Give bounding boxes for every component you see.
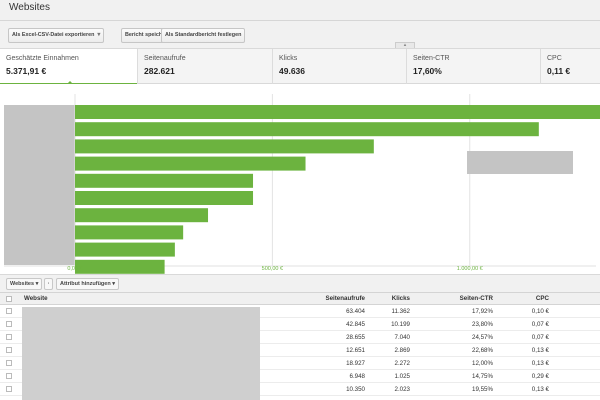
x-tick-label: 0,00 € xyxy=(67,266,82,272)
bar xyxy=(75,173,254,188)
metric-page-ctr[interactable]: Seiten-CTR 17,60% xyxy=(407,49,541,84)
cell-pageviews: 42.845 xyxy=(346,321,365,328)
bar xyxy=(75,225,184,240)
chevron-down-icon: ▾ xyxy=(97,32,101,38)
add-attribute-label: Attribut hinzufügen xyxy=(60,281,111,287)
export-csv-label: Als Excel-CSV-Datei exportieren xyxy=(12,32,95,38)
dot-icon: · xyxy=(47,281,50,287)
metric-clicks[interactable]: Klicks 49.636 xyxy=(273,49,407,84)
active-metric-caret xyxy=(66,81,74,85)
bar xyxy=(75,191,254,205)
dimension-select[interactable]: Websites ▾ xyxy=(6,278,43,290)
cell-pageviews: 6.948 xyxy=(349,373,365,380)
metric-cpc[interactable]: CPC 0,11 € xyxy=(541,49,600,84)
column-header-website[interactable]: Website xyxy=(24,295,48,302)
column-header-clicks[interactable]: Klicks xyxy=(391,295,410,302)
chevron-down-icon: ▾ xyxy=(112,281,116,287)
metric-label: Seiten-CTR xyxy=(413,55,450,62)
column-header-cpc[interactable]: CPC xyxy=(535,295,549,302)
bar xyxy=(75,139,374,154)
chevron-up-icon: ▴ xyxy=(403,42,407,48)
metric-value: 49.636 xyxy=(279,66,305,76)
collapse-toggle[interactable]: ▴ xyxy=(395,42,415,48)
row-checkbox[interactable] xyxy=(6,334,12,340)
add-attribute-button[interactable]: Attribut hinzufügen ▾ xyxy=(56,278,120,290)
set-default-report-button[interactable]: Als Standardbericht festlegen xyxy=(161,28,246,43)
toolbar: Als Excel-CSV-Datei exportieren ▾ Bericht… xyxy=(0,21,600,48)
metric-value: 0,11 € xyxy=(547,66,571,76)
metric-label: CPC xyxy=(547,55,562,62)
bar xyxy=(75,208,209,223)
metric-label: Geschätzte Einnahmen xyxy=(6,55,79,62)
set-default-label: Als Standardbericht festlegen xyxy=(165,32,242,38)
metric-label: Seitenaufrufe xyxy=(144,55,186,62)
row-checkbox[interactable] xyxy=(6,321,12,327)
cell-page-ctr: 23,80% xyxy=(472,321,493,328)
page-title: Websites xyxy=(9,2,50,13)
redacted-category-labels xyxy=(4,105,75,265)
dimension-menu-button[interactable]: · xyxy=(44,278,53,290)
metrics-strip: Geschätzte Einnahmen 5.371,91 € Seitenau… xyxy=(0,48,600,85)
redacted-tooltip xyxy=(467,151,573,174)
filter-bar: Websites ▾ · Attribut hinzufügen ▾ xyxy=(0,274,600,292)
bar xyxy=(75,105,600,119)
cell-cpc: 0,29 € xyxy=(531,373,549,380)
x-tick-label: 1.000,00 € xyxy=(457,266,483,272)
x-tick-label: 500,00 € xyxy=(262,266,283,272)
cell-cpc: 0,13 € xyxy=(531,386,549,393)
select-all-checkbox[interactable] xyxy=(6,296,12,302)
cell-cpc: 0,13 € xyxy=(531,360,549,367)
cell-pageviews: 28.655 xyxy=(346,334,365,341)
save-report-label: Bericht speichern xyxy=(125,32,171,38)
row-checkbox[interactable] xyxy=(6,347,12,353)
cell-page-ctr: 22,68% xyxy=(472,347,493,354)
cell-page-ctr: 12,00% xyxy=(472,360,493,367)
cell-clicks: 2.869 xyxy=(394,347,410,354)
column-header-pageviews[interactable]: Seitenaufrufe xyxy=(325,295,365,302)
bar xyxy=(75,242,175,257)
column-header-page-ctr[interactable]: Seiten-CTR xyxy=(459,295,493,302)
export-csv-button[interactable]: Als Excel-CSV-Datei exportieren ▾ xyxy=(8,28,105,43)
row-checkbox[interactable] xyxy=(6,373,12,379)
cell-cpc: 0,10 € xyxy=(531,308,549,315)
chevron-down-icon: ▾ xyxy=(35,281,39,287)
metric-pageviews[interactable]: Seitenaufrufe 282.621 xyxy=(138,49,273,84)
bar xyxy=(75,122,539,137)
cell-clicks: 11.362 xyxy=(391,308,410,315)
metric-estimated-earnings[interactable]: Geschätzte Einnahmen 5.371,91 € xyxy=(0,49,138,85)
cell-pageviews: 63.404 xyxy=(346,308,365,315)
cell-page-ctr: 24,57% xyxy=(472,334,493,341)
cell-clicks: 2.023 xyxy=(394,386,410,393)
cell-clicks: 2.272 xyxy=(394,360,410,367)
cell-cpc: 0,07 € xyxy=(531,334,549,341)
cell-page-ctr: 19,55% xyxy=(472,386,493,393)
title-bar: Websites xyxy=(0,0,600,20)
metric-value: 5.371,91 € xyxy=(6,66,47,76)
table-header: Website Seitenaufrufe Klicks Seiten-CTR … xyxy=(0,292,600,305)
row-checkbox[interactable] xyxy=(6,360,12,366)
cell-clicks: 10.199 xyxy=(391,321,410,328)
cell-clicks: 1.025 xyxy=(394,373,410,380)
bar xyxy=(75,156,306,171)
metric-value: 282.621 xyxy=(144,66,175,76)
bar-chart-svg: 0,00 € 500,00 € 1.000,00 € xyxy=(4,94,600,274)
cell-pageviews: 10.350 xyxy=(346,386,365,393)
metric-label: Klicks xyxy=(279,55,298,62)
dimension-label: Websites xyxy=(10,281,35,287)
cell-pageviews: 12.651 xyxy=(346,347,365,354)
row-checkbox[interactable] xyxy=(6,308,12,314)
bar xyxy=(75,259,165,274)
cell-pageviews: 18.927 xyxy=(346,360,365,367)
cell-clicks: 7.040 xyxy=(394,334,410,341)
divider xyxy=(0,20,600,21)
cell-cpc: 0,07 € xyxy=(531,321,549,328)
bar-chart: 0,00 € 500,00 € 1.000,00 € xyxy=(0,84,600,274)
cell-cpc: 0,13 € xyxy=(531,347,549,354)
cell-page-ctr: 17,92% xyxy=(472,308,493,315)
metric-value: 17,60% xyxy=(413,66,442,76)
row-checkbox[interactable] xyxy=(6,386,12,392)
cell-page-ctr: 14,75% xyxy=(472,373,493,380)
redacted-website-names xyxy=(22,307,260,400)
